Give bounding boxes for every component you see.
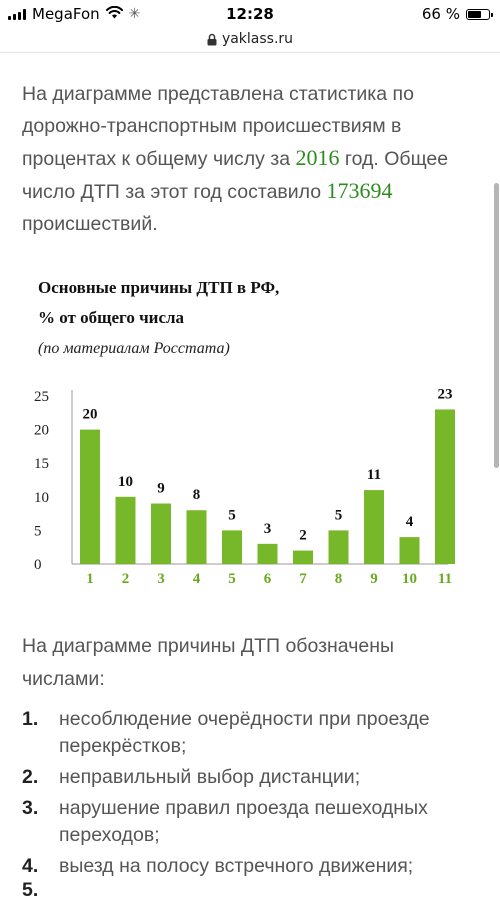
bar-value-label: 8 <box>193 487 201 503</box>
list-item-text: несоблюдение очерёдности при проезде пер… <box>59 708 430 757</box>
bar-value-label: 23 <box>438 386 453 402</box>
status-bar-right: 66 % <box>421 5 493 23</box>
status-time: 12:28 <box>226 5 274 23</box>
chart-bar <box>293 550 313 564</box>
legend-intro: На диаграмме причины ДТП обозначены числ… <box>22 635 394 690</box>
bar-value-label: 2 <box>299 528 307 544</box>
list-item-text: неправильный выбор дистанции; <box>59 766 361 788</box>
carrier-name: MegaFon <box>32 5 100 23</box>
y-tick-label: 0 <box>34 557 42 573</box>
intro-year: 2016 <box>295 145 340 170</box>
y-tick-label: 20 <box>34 423 49 439</box>
list-item: 1. несоблюдение очерёдности при проезде … <box>22 706 487 760</box>
bar-value-label: 10 <box>118 474 133 490</box>
intro-total: 173694 <box>326 178 393 203</box>
bar-chart: Основные причины ДТП в РФ, % от общего ч… <box>30 278 470 588</box>
list-item: 3. нарушение правил проезда пешеходных п… <box>22 795 487 849</box>
battery-fill <box>468 10 482 18</box>
status-bar: MegaFon ✳ 12:28 66 % <box>0 0 500 30</box>
intro-text-1: На диаграмме представлена статистика по … <box>22 83 414 170</box>
address-bar[interactable]: yaklass.ru <box>0 27 500 51</box>
bar-value-label: 5 <box>228 507 236 523</box>
list-item-text: выезд на полосу встречного движения; <box>59 855 414 877</box>
list-item: 2. неправильный выбор дистанции; <box>22 764 487 791</box>
bar-value-label: 9 <box>157 481 165 497</box>
lock-icon <box>207 33 217 46</box>
chart-bar <box>328 530 349 564</box>
wifi-icon <box>105 5 123 23</box>
x-tick-label: 1 <box>86 571 94 587</box>
divider <box>0 52 500 53</box>
chart-bar <box>435 409 455 564</box>
chart-subtitle: (по материалам Росстата) <box>38 340 230 357</box>
list-item-number: 5. <box>22 879 39 901</box>
url-domain: yaklass.ru <box>221 31 294 47</box>
list-item-number: 4. <box>22 855 39 877</box>
chart-bar <box>115 496 136 564</box>
x-tick-label: 6 <box>264 571 272 587</box>
x-tick-label: 3 <box>157 571 165 587</box>
chart-bar <box>257 543 278 564</box>
battery-percentage: 66 % <box>421 5 460 23</box>
bar-value-label: 3 <box>264 521 272 537</box>
y-tick-label: 10 <box>34 490 49 506</box>
chart-bar <box>151 503 171 564</box>
intro-text-2: год. Общее число ДТП за этот год состави… <box>22 148 449 203</box>
x-tick-label: 5 <box>228 571 236 587</box>
y-tick-label: 5 <box>34 523 42 539</box>
chart-bar <box>399 537 420 564</box>
y-tick-label: 15 <box>34 456 49 472</box>
bar-value-label: 4 <box>406 514 414 530</box>
chart-bar <box>80 429 100 564</box>
bar-value-label: 11 <box>367 467 381 483</box>
chart-bar <box>364 490 384 564</box>
chart-title-line2: % от общего числа <box>38 308 185 327</box>
x-tick-label: 11 <box>438 571 452 587</box>
x-tick-label: 4 <box>193 571 201 587</box>
chart-title-line1: Основные причины ДТП в РФ, <box>38 278 280 297</box>
x-tick-label: 7 <box>299 571 307 587</box>
x-tick-label: 8 <box>335 571 343 587</box>
list-item: 4. выезд на полосу встречного движения; <box>22 853 487 880</box>
scrollbar[interactable] <box>494 183 499 468</box>
loading-spinner-icon: ✳ <box>128 6 141 22</box>
bar-value-label: 20 <box>83 407 98 423</box>
chart-bar <box>222 530 242 564</box>
reasons-list: 1. несоблюдение очерёдности при проезде … <box>22 706 487 884</box>
intro-paragraph: На диаграмме представлена статистика по … <box>22 78 482 240</box>
x-tick-label: 10 <box>402 571 417 587</box>
x-tick-label: 2 <box>122 571 130 587</box>
battery-icon <box>466 8 493 20</box>
chart-plot: 0 5 10 15 20 25 20 1 10 2 9 3 8 4 5 5 3 6 2 7 5 8 11 9 4 10 23 11 <box>34 386 455 587</box>
list-item-text: нарушение правил проезда пешеходных пере… <box>59 797 428 846</box>
y-tick-label: 25 <box>34 389 49 405</box>
bar-value-label: 5 <box>335 507 343 523</box>
chart-bar <box>186 510 207 564</box>
intro-text-3: происшествий. <box>22 213 158 235</box>
list-item-number: 2. <box>22 766 39 788</box>
list-item-number: 3. <box>22 797 39 819</box>
signal-strength-icon <box>8 8 26 20</box>
status-bar-left: MegaFon ✳ <box>8 5 140 23</box>
x-tick-label: 9 <box>370 571 378 587</box>
list-item-number: 1. <box>22 708 39 730</box>
